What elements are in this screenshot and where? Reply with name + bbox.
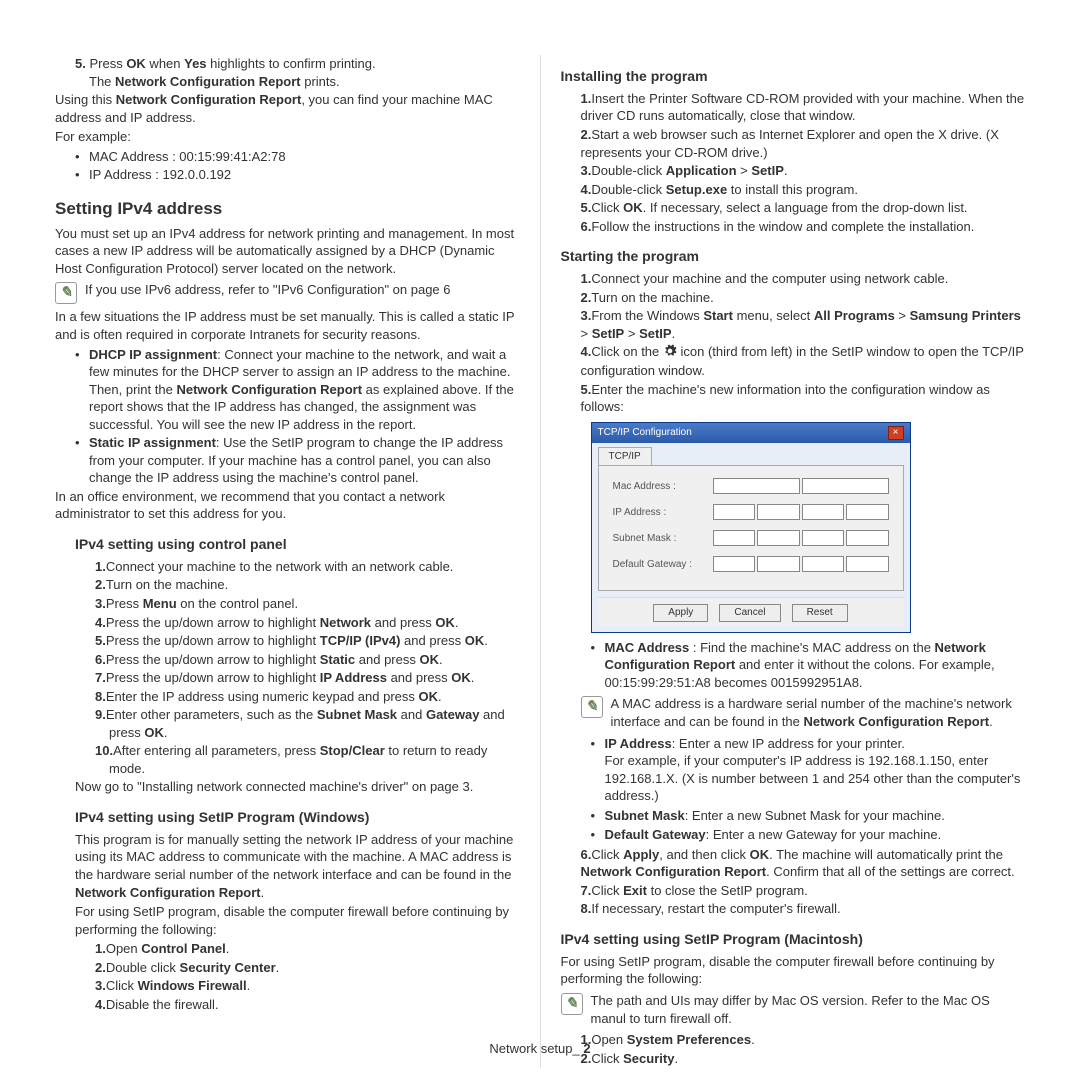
close-icon: ×	[888, 426, 904, 440]
list-item: Subnet Mask: Enter a new Subnet Mask for…	[591, 807, 1026, 825]
note-box: ✎ If you use IPv6 address, refer to "IPv…	[55, 281, 520, 304]
note-text: If you use IPv6 address, refer to "IPv6 …	[85, 281, 520, 299]
input-field	[713, 478, 800, 494]
list-item: MAC Address : 00:15:99:41:A2:78	[75, 148, 520, 166]
body-text: You must set up an IPv4 address for netw…	[55, 225, 520, 278]
input-field	[713, 504, 756, 520]
list-item: 8.If necessary, restart the computer's f…	[581, 900, 1026, 918]
heading-ipv4-setip-mac: IPv4 setting using SetIP Program (Macint…	[561, 930, 1026, 949]
list-item: 2.Turn on the machine.	[95, 576, 520, 594]
gear-icon	[663, 344, 677, 363]
field-label: Subnet Mask :	[613, 532, 713, 546]
list-item: 6.Press the up/down arrow to highlight S…	[95, 651, 520, 669]
input-field	[846, 556, 889, 572]
input-field	[713, 556, 756, 572]
list-item: 2.Start a web browser such as Internet E…	[581, 126, 1026, 161]
list-item: 5.Click OK. If necessary, select a langu…	[581, 199, 1026, 217]
note-icon: ✎	[55, 282, 77, 304]
body-text: In an office environment, we recommend t…	[55, 488, 520, 523]
list-item: 5.Press the up/down arrow to highlight T…	[95, 632, 520, 650]
list-item: 7.Press the up/down arrow to highlight I…	[95, 669, 520, 687]
field-label: IP Address :	[613, 506, 713, 520]
note-icon: ✎	[581, 696, 603, 718]
heading-ipv4-control-panel: IPv4 setting using control panel	[55, 535, 520, 554]
body-text: For example, if your computer's IP addre…	[605, 752, 1026, 805]
input-field	[757, 504, 800, 520]
input-field	[802, 504, 845, 520]
heading-starting-program: Starting the program	[561, 247, 1026, 266]
dialog-tab: TCP/IP	[598, 447, 652, 466]
list-item: IP Address : 192.0.0.192	[75, 166, 520, 184]
cancel-button: Cancel	[719, 604, 780, 622]
body-text: In a few situations the IP address must …	[55, 308, 520, 343]
list-item: 2.Double click Security Center.	[95, 959, 520, 977]
note-icon: ✎	[561, 993, 583, 1015]
list-item: 5.Enter the machine's new information in…	[581, 381, 1026, 416]
list-item: Default Gateway: Enter a new Gateway for…	[591, 826, 1026, 844]
heading-ipv4-setip-windows: IPv4 setting using SetIP Program (Window…	[55, 808, 520, 827]
list-item: 6.Follow the instructions in the window …	[581, 218, 1026, 236]
list-item: 3.From the Windows Start menu, select Al…	[581, 307, 1026, 342]
note-text: The path and UIs may differ by Mac OS ve…	[591, 992, 1026, 1027]
note-text: A MAC address is a hardware serial numbe…	[611, 695, 1026, 730]
left-column: 5. Press OK when Yes highlights to confi…	[55, 55, 520, 1068]
input-field	[802, 556, 845, 572]
list-item: 1.Open Control Panel.	[95, 940, 520, 958]
note-box: ✎ A MAC address is a hardware serial num…	[561, 695, 1026, 730]
reset-button: Reset	[792, 604, 848, 622]
list-item: 4.Click on the icon (third from left) in…	[581, 343, 1026, 379]
list-item: 10.After entering all parameters, press …	[95, 742, 520, 777]
body-text: For example:	[55, 128, 520, 146]
list-item: 1.Insert the Printer Software CD-ROM pro…	[581, 90, 1026, 125]
list-item: 3.Press Menu on the control panel.	[95, 595, 520, 613]
list-item: MAC Address : Find the machine's MAC add…	[591, 639, 1026, 692]
column-divider	[540, 55, 541, 1068]
list-item: 1.Connect your machine and the computer …	[581, 270, 1026, 288]
body-text: For using SetIP program, disable the com…	[55, 903, 520, 938]
list-item: 4.Double-click Setup.exe to install this…	[581, 181, 1026, 199]
list-item: 6.Click Apply, and then click OK. The ma…	[581, 846, 1026, 881]
dialog-title: TCP/IP Configuration	[598, 426, 692, 440]
body-text: This program is for manually setting the…	[55, 831, 520, 901]
input-field	[802, 530, 845, 546]
list-item: 8.Enter the IP address using numeric key…	[95, 688, 520, 706]
list-item: 3.Double-click Application > SetIP.	[581, 162, 1026, 180]
list-item: 9.Enter other parameters, such as the Su…	[95, 706, 520, 741]
body-text: For using SetIP program, disable the com…	[561, 953, 1026, 988]
list-item: 5. Press OK when Yes highlights to confi…	[75, 55, 520, 90]
page-footer: Network setup_ 2	[0, 1040, 1080, 1058]
input-field	[802, 478, 889, 494]
input-field	[713, 530, 756, 546]
input-field	[846, 504, 889, 520]
list-item: 3.Click Windows Firewall.	[95, 977, 520, 995]
list-item: 7.Click Exit to close the SetIP program.	[581, 882, 1026, 900]
list-item: 2.Turn on the machine.	[581, 289, 1026, 307]
right-column: Installing the program 1.Insert the Prin…	[561, 55, 1026, 1068]
list-item: 4.Press the up/down arrow to highlight N…	[95, 614, 520, 632]
field-label: Mac Address :	[613, 480, 713, 494]
apply-button: Apply	[653, 604, 708, 622]
body-text: Using this Network Configuration Report,…	[55, 91, 520, 126]
list-item: IP Address: Enter a new IP address for y…	[591, 735, 1026, 805]
note-box: ✎ The path and UIs may differ by Mac OS …	[561, 992, 1026, 1027]
field-label: Default Gateway :	[613, 558, 713, 572]
input-field	[846, 530, 889, 546]
input-field	[757, 530, 800, 546]
body-text: Now go to "Installing network connected …	[55, 778, 520, 796]
input-field	[757, 556, 800, 572]
list-item: 4.Disable the firewall.	[95, 996, 520, 1014]
tcpip-config-dialog: TCP/IP Configuration × TCP/IP Mac Addres…	[591, 422, 911, 633]
list-item: Static IP assignment: Use the SetIP prog…	[75, 434, 520, 487]
heading-setting-ipv4: Setting IPv4 address	[55, 198, 520, 221]
heading-installing-program: Installing the program	[561, 67, 1026, 86]
list-item: 1.Connect your machine to the network wi…	[95, 558, 520, 576]
list-item: DHCP IP assignment: Connect your machine…	[75, 346, 520, 434]
